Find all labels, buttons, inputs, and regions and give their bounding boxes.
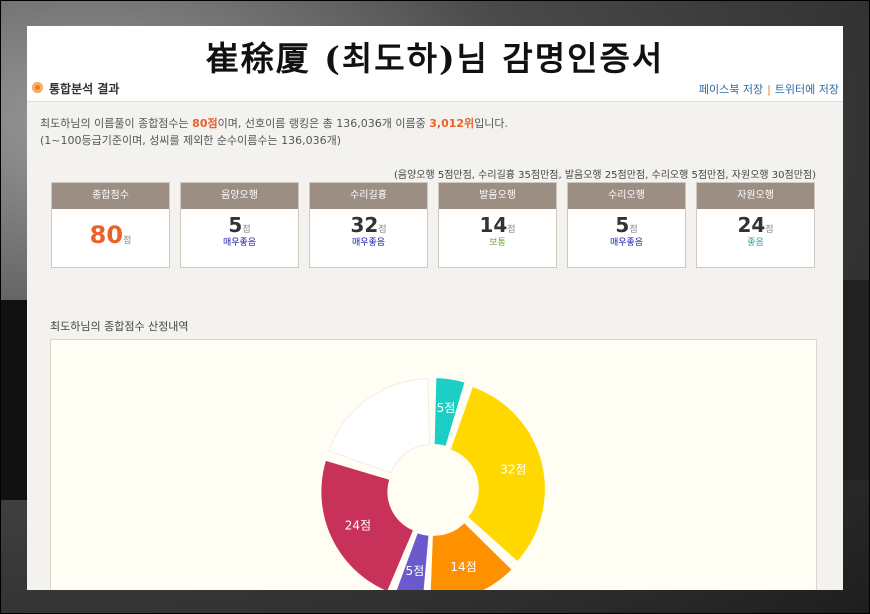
- slice-label: 14점: [450, 560, 476, 574]
- card-label: 자원오행: [697, 183, 814, 209]
- donut-slice: [450, 387, 545, 561]
- donut-slice: [321, 460, 413, 590]
- donut-slice: [328, 378, 431, 474]
- share-separator: |: [767, 83, 771, 96]
- card-unit: 점: [242, 225, 251, 235]
- card-unit: 점: [765, 225, 774, 235]
- card-value: 24: [737, 213, 766, 237]
- slice-label: 5점: [437, 401, 456, 415]
- card-label: 발음오행: [439, 183, 556, 209]
- twitter-save-link[interactable]: 트위터에 저장: [774, 83, 839, 96]
- card-value: 80: [89, 221, 124, 249]
- card-label: 음양오행: [181, 183, 298, 209]
- donut-slice: [434, 378, 465, 446]
- donut-chart: 5점 32점 14점 5점 24점: [321, 378, 545, 590]
- rank-highlight: 3,012위: [429, 117, 475, 130]
- slice-label: 32점: [500, 462, 526, 476]
- share-links: 페이스북 저장 | 트위터에 저장: [699, 81, 839, 97]
- summary-text-part: 입니다.: [474, 117, 509, 130]
- slice-label: 24점: [345, 518, 371, 532]
- score-card-bareum: 발음오행 14점 보통: [438, 182, 557, 268]
- score-card-suri-ohaeng: 수리오행 5점 매우좋음: [567, 182, 686, 268]
- max-score-note: (음양오행 5점만점, 수리길흉 35점만점, 발음오행 25점만점, 수리오행…: [393, 170, 816, 181]
- result-content: 최도하님의 이름풀이 종합점수는 80점이며, 선호이름 랭킹은 총 136,0…: [27, 102, 843, 590]
- card-unit: 점: [507, 225, 516, 235]
- section-title: 통합분석 결과: [49, 82, 120, 96]
- summary-text-part: 최도하님의 이름풀이 종합점수는: [40, 117, 193, 130]
- card-label: 수리오행: [568, 183, 685, 209]
- card-value: 32: [350, 213, 379, 237]
- chart-container: 5점 32점 14점 5점 24점: [50, 339, 817, 590]
- card-value: 5: [615, 213, 630, 237]
- score-card-total: 종합점수 80점: [51, 182, 170, 268]
- facebook-save-link[interactable]: 페이스북 저장: [698, 83, 764, 96]
- card-grade: 좋음: [747, 238, 764, 248]
- card-label: 수리길흉: [310, 183, 427, 209]
- slice-label: 5점: [406, 564, 425, 578]
- card-grade: 매우좋음: [351, 238, 386, 248]
- card-grade: 보통: [489, 238, 506, 248]
- card-grade: 매우좋음: [222, 238, 257, 248]
- card-label: 종합점수: [52, 183, 169, 209]
- card-value: 5: [228, 213, 243, 237]
- card-value: 14: [479, 213, 508, 237]
- total-score-highlight: 80점: [192, 117, 218, 130]
- score-card-suri-gilhyung: 수리길흉 32점 매우좋음: [309, 182, 428, 268]
- donut-slice: [430, 523, 512, 590]
- page-title: 崔稌厦 (최도하)님 감명인증서: [205, 39, 665, 78]
- card-unit: 점: [629, 225, 638, 235]
- card-unit: 점: [123, 236, 132, 246]
- score-card-jawon: 자원오행 24점 좋음: [696, 182, 815, 268]
- bullet-icon: [32, 82, 43, 93]
- certificate-panel: 崔稌厦 (최도하)님 감명인증서 통합분석 결과 페이스북 저장 | 트위터에 저장…: [27, 26, 843, 590]
- donut-slice: [396, 533, 429, 590]
- chart-label: 최도하님의 종합점수 산정내역: [50, 320, 189, 333]
- score-card-eumyang: 음양오행 5점 매우좋음: [180, 182, 299, 268]
- summary-line-2: (1~100등급기준이며, 성씨를 제외한 순수이름수는 136,036개): [40, 134, 342, 147]
- summary-line-1: 최도하님의 이름풀이 종합점수는 80점이며, 선호이름 랭킹은 총 136,0…: [40, 115, 508, 132]
- section-header: 통합분석 결과 페이스북 저장 | 트위터에 저장: [27, 76, 843, 102]
- summary-text-part: 이며, 선호이름 랭킹은 총 136,036개 이름중: [217, 117, 430, 130]
- background-shape: [840, 280, 870, 480]
- card-unit: 점: [378, 225, 387, 235]
- summary-text: 최도하님의 이름풀이 종합점수는 80점이며, 선호이름 랭킹은 총 136,0…: [40, 115, 508, 149]
- card-grade: 매우좋음: [609, 238, 644, 248]
